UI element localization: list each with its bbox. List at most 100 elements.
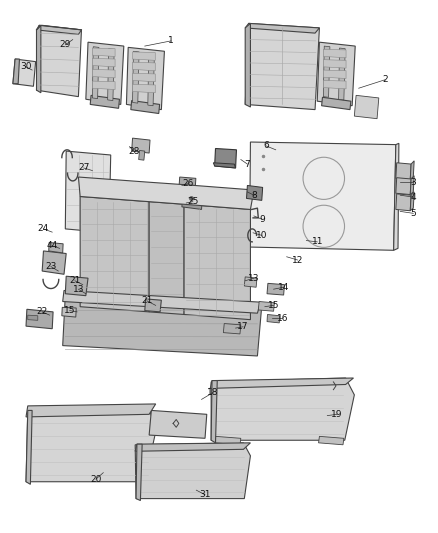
Polygon shape (136, 444, 142, 500)
Text: 17: 17 (237, 322, 249, 332)
Polygon shape (86, 42, 124, 104)
Polygon shape (26, 404, 155, 417)
Text: 24: 24 (38, 224, 49, 233)
Polygon shape (245, 23, 251, 107)
Polygon shape (90, 95, 120, 108)
Polygon shape (323, 60, 346, 68)
Polygon shape (211, 381, 217, 443)
Text: 4: 4 (410, 192, 416, 201)
Polygon shape (323, 50, 346, 58)
Text: 31: 31 (199, 490, 211, 499)
Text: 1: 1 (168, 36, 174, 45)
Polygon shape (133, 74, 155, 82)
Text: 11: 11 (311, 237, 323, 246)
Polygon shape (132, 138, 150, 153)
Polygon shape (133, 84, 155, 93)
Polygon shape (323, 80, 346, 89)
Polygon shape (394, 143, 399, 251)
Polygon shape (250, 142, 396, 251)
Polygon shape (339, 48, 345, 100)
Polygon shape (211, 378, 354, 440)
Polygon shape (396, 194, 411, 211)
Polygon shape (245, 23, 319, 110)
Polygon shape (49, 243, 63, 253)
Text: 10: 10 (256, 231, 268, 240)
Polygon shape (133, 62, 155, 71)
Text: 15: 15 (268, 301, 279, 310)
Text: 27: 27 (78, 164, 89, 173)
Polygon shape (215, 437, 241, 445)
Text: 16: 16 (276, 314, 288, 323)
Polygon shape (139, 150, 145, 160)
Text: 12: 12 (292, 255, 303, 264)
Text: 26: 26 (183, 179, 194, 188)
Text: 13: 13 (73, 285, 84, 294)
Polygon shape (396, 163, 411, 180)
Polygon shape (179, 177, 196, 192)
Polygon shape (184, 204, 251, 320)
Text: 6: 6 (263, 141, 269, 150)
Text: 5: 5 (410, 209, 416, 218)
Polygon shape (13, 59, 35, 86)
Polygon shape (267, 314, 280, 323)
Polygon shape (28, 315, 38, 320)
Polygon shape (36, 26, 41, 93)
Text: 9: 9 (259, 215, 265, 224)
Text: 8: 8 (251, 191, 257, 200)
Polygon shape (215, 149, 237, 168)
Text: 13: 13 (248, 273, 260, 282)
Polygon shape (63, 295, 262, 356)
Text: 44: 44 (46, 241, 58, 251)
Polygon shape (92, 47, 99, 99)
Text: 3: 3 (410, 177, 416, 187)
Polygon shape (63, 290, 261, 313)
Text: 22: 22 (36, 308, 48, 317)
Text: 23: 23 (45, 262, 57, 271)
Text: 18: 18 (207, 389, 218, 398)
Polygon shape (133, 52, 155, 60)
Polygon shape (92, 69, 115, 78)
Polygon shape (258, 302, 275, 311)
Text: 19: 19 (331, 410, 343, 419)
Text: 29: 29 (60, 41, 71, 49)
Polygon shape (317, 42, 355, 106)
Polygon shape (133, 51, 139, 103)
Polygon shape (318, 437, 344, 445)
Polygon shape (149, 201, 184, 314)
Polygon shape (410, 176, 414, 195)
Polygon shape (396, 177, 411, 195)
Polygon shape (26, 309, 53, 329)
Text: 21: 21 (69, 276, 81, 285)
Polygon shape (223, 324, 241, 334)
Polygon shape (149, 410, 207, 438)
Polygon shape (145, 299, 161, 312)
Polygon shape (410, 192, 414, 211)
Polygon shape (26, 408, 155, 482)
Polygon shape (36, 26, 81, 35)
Polygon shape (42, 251, 66, 274)
Polygon shape (323, 46, 330, 98)
Polygon shape (13, 59, 19, 84)
Text: 30: 30 (20, 62, 32, 71)
Polygon shape (182, 193, 202, 209)
Polygon shape (135, 443, 251, 498)
Text: 15: 15 (64, 306, 75, 315)
Polygon shape (245, 23, 319, 33)
Polygon shape (247, 185, 263, 200)
Polygon shape (213, 163, 236, 168)
Polygon shape (210, 378, 353, 389)
Polygon shape (127, 47, 164, 110)
Polygon shape (148, 53, 154, 106)
Polygon shape (267, 284, 285, 295)
Text: 14: 14 (278, 282, 290, 292)
Polygon shape (26, 410, 32, 484)
Polygon shape (135, 443, 251, 451)
Polygon shape (65, 276, 88, 296)
Polygon shape (92, 81, 115, 90)
Polygon shape (244, 277, 257, 287)
Polygon shape (92, 59, 115, 67)
Polygon shape (92, 48, 115, 56)
Text: 7: 7 (244, 159, 250, 168)
Polygon shape (323, 70, 346, 78)
Polygon shape (131, 101, 159, 114)
